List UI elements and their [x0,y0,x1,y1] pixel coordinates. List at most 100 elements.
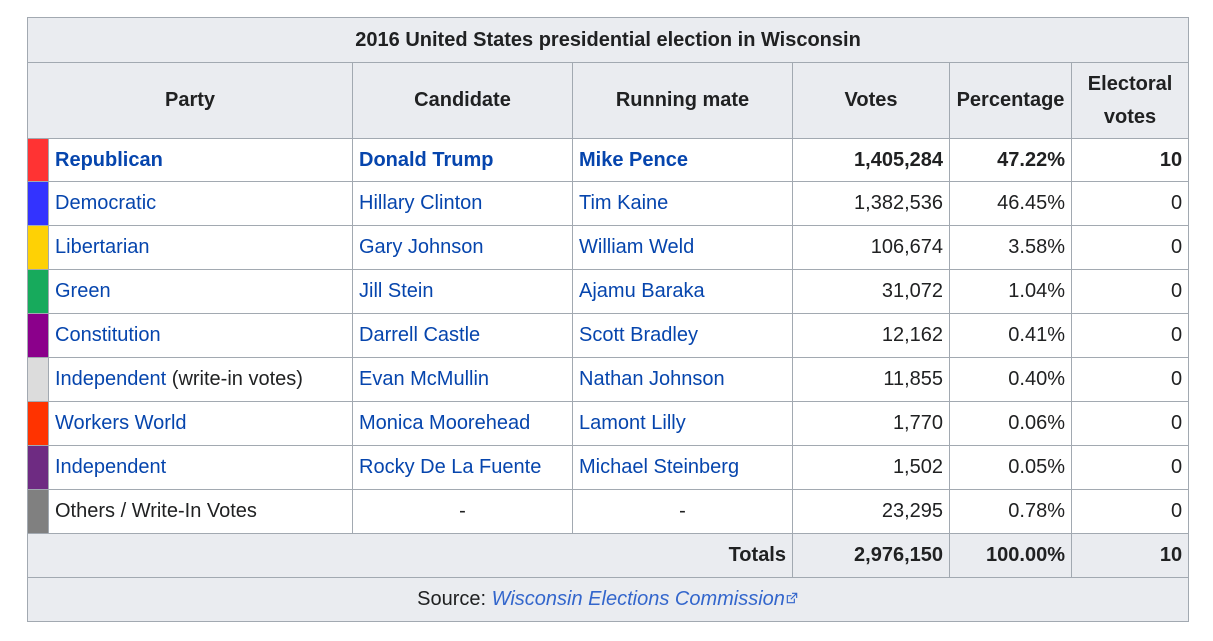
percentage-cell: 0.78% [949,489,1072,534]
candidate-name[interactable]: Monica Moorehead [359,412,531,434]
candidate-cell: Rocky De La Fuente [352,445,573,490]
party-color-swatch [27,269,49,314]
party-name[interactable]: Independent [55,368,167,390]
votes-cell: 11,855 [792,357,950,402]
votes-cell: 1,405,284 [792,138,950,182]
candidate-cell: Darrell Castle [352,313,573,358]
votes-cell: 1,502 [792,445,950,490]
party-color-swatch [27,181,49,226]
candidate-name[interactable]: Evan McMullin [359,368,490,390]
electoral-votes-cell: 0 [1070,445,1190,490]
votes-cell: 1,382,536 [792,181,950,226]
candidate-name[interactable]: Jill Stein [359,280,434,302]
candidate-cell: Hillary Clinton [352,181,573,226]
candidate-name[interactable]: Hillary Clinton [359,192,483,214]
electoral-votes-cell: 0 [1070,313,1190,358]
header-percentage: Percentage [949,62,1072,139]
candidate-cell: Evan McMullin [352,357,573,402]
party-cell: Constitution [48,313,353,358]
totals-row: Totals 2,976,150 100.00% 10 [27,533,1190,578]
party-cell: Democratic [48,181,353,226]
candidate-name: - [459,500,466,522]
table-row: Constitution Darrell Castle Scott Bradley 1… [27,313,1190,358]
candidate-cell: Gary Johnson [352,225,573,270]
votes-cell: 31,072 [792,269,950,314]
party-name[interactable]: Constitution [55,324,161,346]
party-color-swatch [27,357,49,402]
election-results-table: 2016 United States presidential election… [26,17,1190,622]
running-mate-cell: Ajamu Baraka [572,269,793,314]
source-prefix: Source: [417,588,492,610]
party-name[interactable]: Green [55,280,111,302]
table-row: Democratic Hillary Clinton Tim Kaine 1,382,… [27,181,1190,226]
header-electoral-votes: Electoral votes [1070,62,1190,139]
candidate-cell: - [352,489,573,534]
candidate-cell: Monica Moorehead [352,401,573,446]
electoral-votes-cell: 0 [1070,225,1190,270]
header-candidate: Candidate [352,62,573,139]
candidate-name[interactable]: Donald Trump [359,148,494,171]
totals-electoral-votes: 10 [1070,533,1190,578]
running-mate-name[interactable]: William Weld [579,236,695,258]
votes-cell: 106,674 [792,225,950,270]
party-color-swatch [27,225,49,270]
party-color-swatch [27,313,49,358]
header-party: Party [27,62,353,139]
running-mate-name[interactable]: Nathan Johnson [579,368,725,390]
candidate-name[interactable]: Gary Johnson [359,236,484,258]
party-cell: Libertarian [48,225,353,270]
totals-percentage: 100.00% [949,533,1072,578]
source-row: Source: Wisconsin Elections Commission [26,577,1190,622]
percentage-cell: 1.04% [949,269,1072,314]
party-name[interactable]: Libertarian [55,236,150,258]
running-mate-cell: Lamont Lilly [572,401,793,446]
table-row: Others / Write-In Votes - - 23,295 0.78% 0 [27,489,1190,534]
electoral-votes-cell: 10 [1070,138,1190,182]
party-name[interactable]: Independent [55,456,167,478]
party-name: Others / Write-In Votes [55,500,257,522]
running-mate-cell: Tim Kaine [572,181,793,226]
party-color-swatch [27,138,49,182]
table-row: Republican Donald Trump Mike Pence 1,405,28… [27,138,1190,182]
table-row: Libertarian Gary Johnson William Weld 106,6… [27,225,1190,270]
source-link[interactable]: Wisconsin Elections Commission [491,588,785,610]
running-mate-name[interactable]: Lamont Lilly [579,412,686,434]
party-cell: Green [48,269,353,314]
running-mate-cell: Michael Steinberg [572,445,793,490]
candidate-name[interactable]: Rocky De La Fuente [359,456,542,478]
party-name[interactable]: Workers World [55,412,187,434]
table-caption: 2016 United States presidential election… [26,17,1190,63]
party-cell: Others / Write-In Votes [48,489,353,534]
source-cell: Source: Wisconsin Elections Commission [26,577,1190,622]
party-color-swatch [27,401,49,446]
table-row: Independent Rocky De La Fuente Michael Ste… [27,445,1190,490]
running-mate-cell: - [572,489,793,534]
votes-cell: 23,295 [792,489,950,534]
percentage-cell: 0.40% [949,357,1072,402]
running-mate-name[interactable]: Ajamu Baraka [579,280,705,302]
electoral-votes-cell: 0 [1070,269,1190,314]
candidate-cell: Jill Stein [352,269,573,314]
running-mate-cell: William Weld [572,225,793,270]
table-row: Green Jill Stein Ajamu Baraka 31,072 1.04% 0 [27,269,1190,314]
percentage-cell: 47.22% [949,138,1072,182]
electoral-votes-cell: 0 [1070,357,1190,402]
running-mate-name[interactable]: Mike Pence [579,148,688,171]
header-running-mate: Running mate [572,62,793,139]
header-electoral-votes-line2: votes [1103,105,1157,128]
party-cell: Workers World [48,401,353,446]
running-mate-name[interactable]: Scott Bradley [579,324,698,346]
running-mate-name[interactable]: Tim Kaine [579,192,669,214]
external-link-icon[interactable] [785,588,799,604]
totals-label: Totals [27,533,793,578]
running-mate-cell: Mike Pence [572,138,793,182]
votes-cell: 1,770 [792,401,950,446]
running-mate-name[interactable]: Michael Steinberg [579,456,740,478]
running-mate-cell: Scott Bradley [572,313,793,358]
candidate-name[interactable]: Darrell Castle [359,324,481,346]
header-votes: Votes [792,62,950,139]
party-name[interactable]: Republican [55,148,163,171]
electoral-votes-cell: 0 [1070,401,1190,446]
party-name[interactable]: Democratic [55,192,157,214]
party-color-swatch [27,445,49,490]
